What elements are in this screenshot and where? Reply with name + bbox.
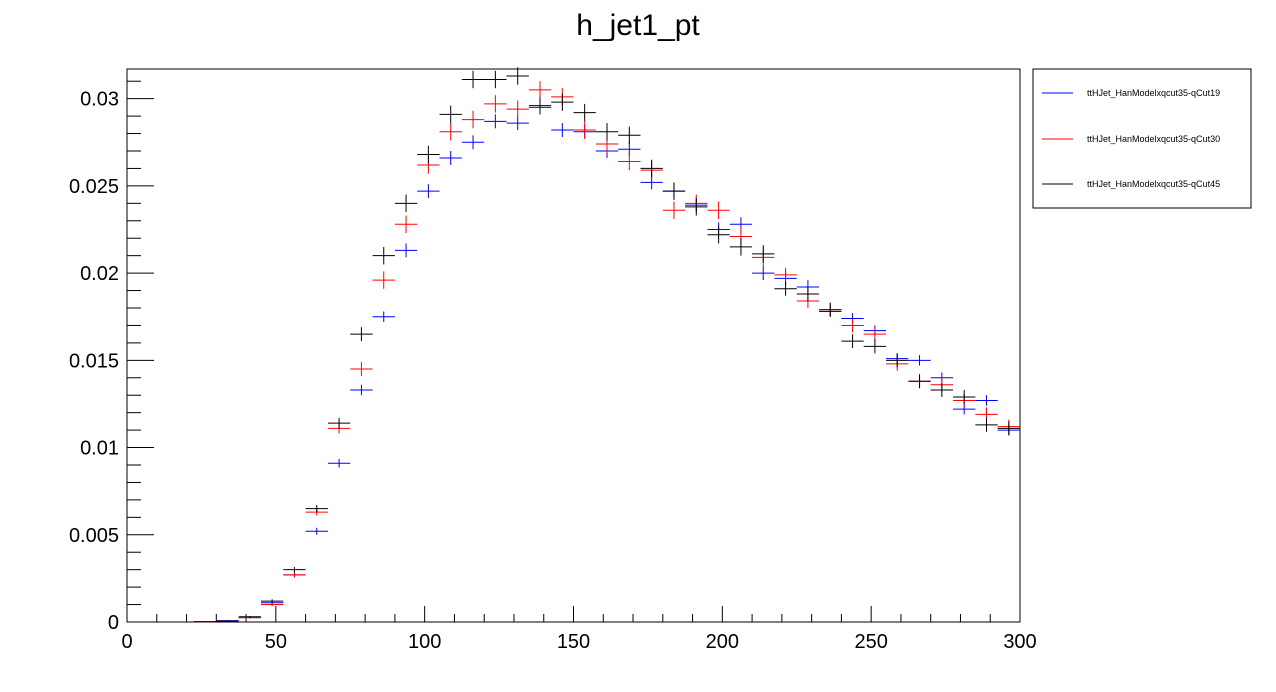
data-point <box>417 184 440 199</box>
data-point <box>975 395 998 406</box>
data-point <box>551 93 574 111</box>
data-point <box>528 81 552 99</box>
data-point <box>930 383 954 397</box>
data-point <box>506 100 529 118</box>
x-tick-label: 0 <box>121 631 132 653</box>
data-point <box>484 70 507 89</box>
data-point <box>350 384 373 396</box>
axis-tick-labels: 0 50 100 150 200 250 300 0 0.005 0.01 0.015 0.02 0.0… <box>69 89 1037 653</box>
data-point <box>461 135 485 150</box>
data-point <box>662 182 686 200</box>
data-point <box>707 201 730 220</box>
y-tick-label: 0.005 <box>69 525 119 547</box>
data-point <box>528 96 552 115</box>
y-tick-label: 0.025 <box>69 176 119 198</box>
data-point <box>707 226 730 244</box>
data-point <box>685 198 708 216</box>
x-tick-label: 50 <box>265 631 287 653</box>
x-tick-label: 250 <box>854 631 887 653</box>
data-point <box>774 267 797 282</box>
data-point <box>618 126 641 145</box>
data-point <box>394 194 418 213</box>
legend-label: ttHJet_HanModelxqcut35-qCut19 <box>1087 88 1220 98</box>
data-point <box>595 123 619 141</box>
data-point <box>752 266 775 281</box>
data-point <box>752 245 775 263</box>
data-point <box>484 95 507 113</box>
data-point <box>774 281 797 296</box>
data-point <box>953 389 976 404</box>
chart-title: h_jet1_pt <box>576 9 700 42</box>
data-point <box>216 620 239 622</box>
data-point <box>819 302 842 317</box>
plot-frame <box>126 68 1021 623</box>
data-point <box>350 362 373 377</box>
data-point <box>327 458 351 468</box>
x-tick-label: 300 <box>1003 631 1036 653</box>
data-point <box>327 417 351 429</box>
data-point <box>841 318 864 333</box>
data-point <box>372 311 395 322</box>
data-point <box>908 355 931 366</box>
data-point <box>305 527 328 535</box>
data-series <box>193 67 1020 623</box>
data-point <box>863 339 887 354</box>
data-point <box>439 150 462 165</box>
data-point <box>618 152 641 171</box>
data-point <box>729 238 753 256</box>
series-2 <box>193 81 1020 623</box>
data-point <box>439 105 462 124</box>
y-tick-label: 0.02 <box>80 263 119 285</box>
data-point <box>640 159 663 178</box>
data-point <box>506 67 529 85</box>
data-point <box>394 243 418 258</box>
data-point <box>394 215 418 233</box>
y-tick-label: 0.03 <box>80 89 119 111</box>
x-tick-label: 200 <box>706 631 739 653</box>
data-point <box>350 327 373 342</box>
data-point <box>305 505 328 513</box>
data-point <box>662 201 686 220</box>
data-point <box>260 599 284 603</box>
data-point <box>975 417 998 432</box>
series-3 <box>193 67 1020 623</box>
legend-label: ttHJet_HanModelxqcut35-qCut30 <box>1087 134 1220 144</box>
y-tick-label: 0.01 <box>80 438 119 460</box>
x-tick-label: 150 <box>557 631 590 653</box>
y-tick-label: 0.015 <box>69 350 119 372</box>
data-point <box>461 70 485 89</box>
data-point <box>908 374 931 389</box>
data-point <box>283 567 306 573</box>
data-point <box>260 602 284 607</box>
axis-ticks <box>126 80 1021 623</box>
data-point <box>863 327 887 342</box>
data-point <box>506 116 529 131</box>
y-tick-label: 0 <box>108 612 119 634</box>
data-point <box>841 334 864 349</box>
data-point <box>551 123 574 138</box>
data-point <box>372 246 395 265</box>
data-point <box>283 572 306 578</box>
data-point <box>417 145 440 164</box>
series-1 <box>193 100 1020 623</box>
legend: ttHJet_HanModelxqcut35-qCut19 ttHJet_HanM… <box>1032 68 1252 209</box>
data-point <box>573 121 596 139</box>
data-point <box>372 271 395 289</box>
data-point <box>439 123 462 141</box>
legend-label: ttHJet_HanModelxqcut35-qCut45 <box>1087 179 1220 189</box>
x-tick-label: 100 <box>408 631 441 653</box>
data-point <box>997 421 1020 436</box>
data-point <box>573 103 596 122</box>
data-point <box>796 287 820 302</box>
data-point <box>461 110 485 129</box>
data-point <box>238 615 261 618</box>
data-point <box>886 353 909 368</box>
data-point <box>484 114 507 129</box>
